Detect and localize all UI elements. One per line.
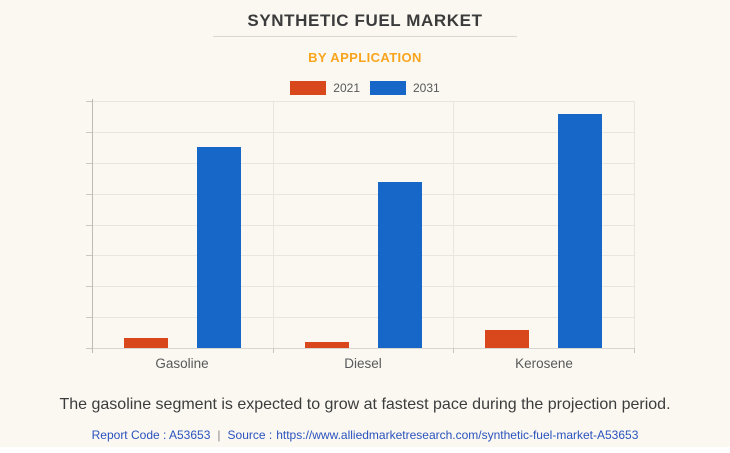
legend-swatch-2021 [290, 81, 327, 95]
x-axis-tick [634, 348, 635, 353]
chart-legend: 2021 2031 [0, 79, 730, 97]
bar-kerosene-2031[interactable] [558, 114, 602, 348]
gridline-horizontal [92, 163, 634, 164]
gridline-horizontal [92, 132, 634, 133]
page-subtitle: BY APPLICATION [308, 50, 422, 65]
gridline-horizontal [92, 317, 634, 318]
gridline-horizontal [92, 225, 634, 226]
source-link[interactable]: https://www.alliedmarketresearch.com/syn… [276, 428, 639, 442]
report-code: Report Code : A53653 [91, 428, 211, 442]
annotation-text: The gasoline segment is expected to grow… [59, 396, 671, 413]
bar-diesel-2031[interactable] [378, 182, 422, 348]
y-axis-tick [86, 225, 92, 226]
legend-label-2021: 2021 [333, 81, 360, 95]
y-axis-tick [86, 194, 92, 195]
legend-item-2031[interactable]: 2031 [370, 81, 440, 95]
gridline-horizontal [92, 255, 634, 256]
plot-area: Gasoline Diesel Kerosene [86, 99, 635, 371]
bottom-strip [0, 447, 730, 453]
legend-swatch-2031 [370, 81, 406, 95]
y-axis-tick [86, 101, 92, 102]
y-axis-tick [86, 163, 92, 164]
report-line: Report Code : A53653 | Source : https://www… [0, 428, 730, 442]
title-underline [213, 36, 517, 37]
bar-kerosene-2021[interactable] [485, 330, 529, 348]
bar-diesel-2021[interactable] [305, 342, 349, 348]
y-axis-tick [86, 286, 92, 287]
gridline-vertical [634, 101, 635, 348]
category-label-gasoline: Gasoline [155, 356, 209, 371]
y-axis-tick [86, 317, 92, 318]
category-label-diesel: Diesel [344, 356, 382, 371]
gridline-horizontal [92, 348, 634, 349]
legend-label-2031: 2031 [413, 81, 440, 95]
source-label: Source : [227, 428, 273, 442]
gridline-horizontal [92, 286, 634, 287]
gridline-vertical [273, 101, 274, 348]
page-title: SYNTHETIC FUEL MARKET [247, 11, 483, 30]
y-axis-tick [86, 132, 92, 133]
gridline-horizontal [92, 194, 634, 195]
y-axis-tick [86, 255, 92, 256]
y-axis-line [92, 99, 93, 353]
gridline-vertical [453, 101, 454, 348]
category-label-kerosene: Kerosene [515, 356, 573, 371]
gridline-horizontal [92, 101, 634, 102]
legend-item-2021[interactable]: 2021 [290, 81, 360, 95]
bar-gasoline-2031[interactable] [197, 147, 241, 348]
bar-gasoline-2021[interactable] [124, 338, 168, 348]
y-axis-tick [86, 348, 92, 349]
x-axis-tick [273, 348, 274, 353]
x-axis-tick [453, 348, 454, 353]
separator: | [217, 428, 221, 442]
